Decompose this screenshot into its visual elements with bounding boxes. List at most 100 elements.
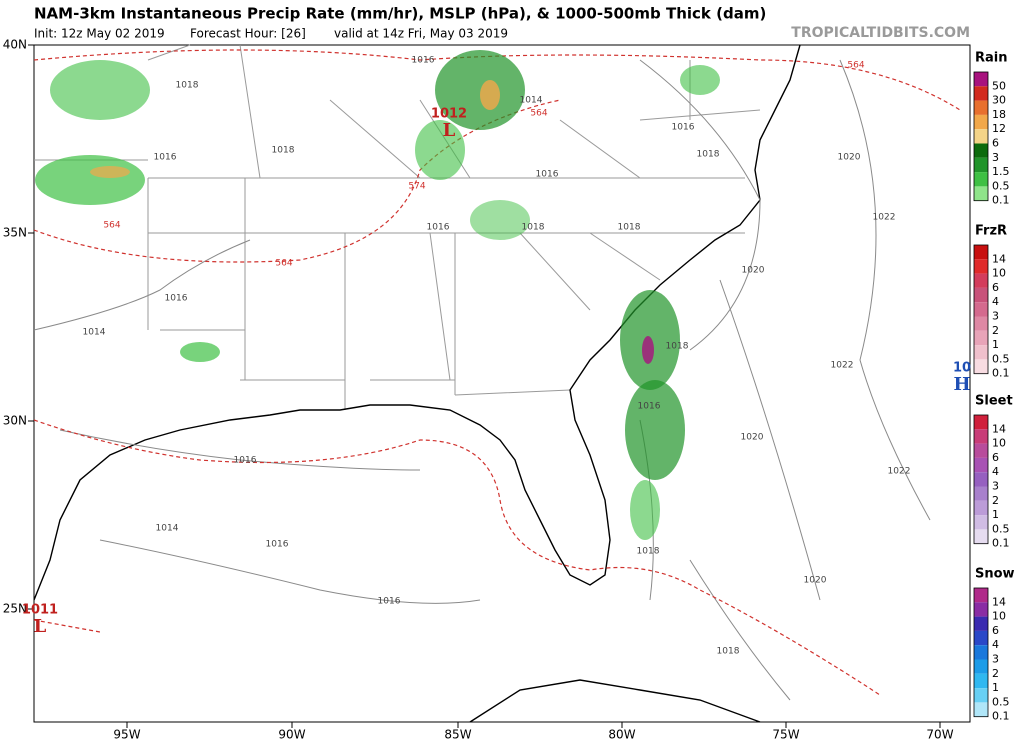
legend-swatch [974, 472, 988, 487]
legend-swatch [974, 486, 988, 501]
isobar-label: 1016 [638, 402, 661, 412]
center-letter: L [34, 616, 47, 637]
isobar-label: 1016 [165, 294, 188, 304]
lon-label: 70W [926, 728, 953, 742]
lon-label: 90W [278, 728, 305, 742]
legend-title: Snow [975, 567, 1015, 582]
source: TROPICALTIDBITS.COM [791, 25, 970, 41]
map-frame [33, 44, 971, 723]
isobar-label: 1018 [522, 223, 545, 233]
isobar-label: 1016 [378, 597, 401, 607]
legend-level: 4 [992, 295, 999, 308]
isobar-label: 1018 [717, 647, 740, 657]
legend-swatch [974, 186, 988, 201]
legend-level: 3 [992, 480, 999, 493]
legend-level: 0.5 [992, 695, 1010, 708]
legend-swatch [974, 457, 988, 473]
center-pressure: 1011 [22, 603, 58, 618]
thickness-label: 564 [530, 109, 547, 119]
legend-frame [973, 414, 989, 545]
legend-title: Rain [975, 51, 1008, 66]
legend-level: 0.1 [992, 537, 1010, 550]
legend-swatch [974, 602, 988, 617]
lat-label: 25N [3, 602, 27, 616]
isobar-label: 1018 [666, 342, 689, 352]
legend-level: 14 [992, 422, 1006, 435]
legend-level: 14 [992, 252, 1006, 265]
legend-swatch [974, 287, 988, 303]
center-pressure: 1012 [431, 107, 467, 122]
legend-swatch [974, 143, 988, 158]
legend-swatch [974, 114, 988, 130]
legend-level: 0.5 [992, 179, 1010, 192]
legend-level: 1 [992, 508, 999, 521]
legend-level: 0.5 [992, 352, 1010, 365]
legend-swatch [974, 443, 988, 458]
legend-level: 6 [992, 451, 999, 464]
legend-swatch [974, 72, 988, 87]
lat-label: 35N [3, 226, 27, 240]
lat-label: 40N [3, 38, 27, 52]
valid-time: valid at 14z Fri, May 03 2019 [334, 27, 508, 41]
legend-level: 2 [992, 494, 999, 507]
legend-swatch [974, 659, 988, 674]
isobar-label: 1018 [637, 547, 660, 557]
legend-level: 10 [992, 610, 1006, 623]
isobar-label: 1022 [888, 467, 911, 477]
legend-swatch [974, 688, 988, 703]
legend-swatch [974, 630, 988, 646]
precip [35, 50, 720, 540]
legend-level: 10 [992, 267, 1006, 280]
legend-swatch [974, 529, 988, 544]
isobar-label: 1018 [697, 150, 720, 160]
isobar-label: 1018 [272, 146, 295, 156]
legend-level: 1 [992, 338, 999, 351]
thickness-label: 574 [408, 182, 425, 192]
isobar-label: 1020 [742, 266, 765, 276]
isobar-label: 1016 [536, 170, 559, 180]
legend-swatch [974, 515, 988, 530]
center-letter: L [443, 120, 456, 141]
legend-swatch [974, 157, 988, 173]
legend-swatch [974, 702, 988, 717]
isobar-label: 1016 [154, 153, 177, 163]
legend-level: 12 [992, 122, 1006, 135]
isobar-label: 1016 [234, 456, 257, 466]
legend-frame [973, 244, 989, 375]
legend-swatch [974, 588, 988, 603]
legend-level: 4 [992, 465, 999, 478]
title: NAM-3km Instantaneous Precip Rate (mm/hr… [34, 5, 766, 23]
isobar-label: 1014 [520, 96, 543, 106]
isobar-label: 1020 [741, 433, 764, 443]
center-letter: H [953, 374, 970, 395]
legend-title: FrzR [975, 224, 1007, 239]
legend-level: 0.5 [992, 522, 1010, 535]
coastline [33, 44, 801, 723]
isobar-label: 1016 [672, 123, 695, 133]
legend-level: 50 [992, 79, 1006, 92]
legend-level: 1.5 [992, 165, 1010, 178]
legend-swatch [974, 302, 988, 317]
legend-level: 0.1 [992, 710, 1010, 723]
legend-level: 2 [992, 667, 999, 680]
legend-swatch [974, 500, 988, 516]
legend-frame [973, 587, 989, 718]
forecast-hour: Forecast Hour: [26] [190, 27, 306, 41]
legend-frame [973, 71, 989, 202]
legend-level: 1 [992, 681, 999, 694]
legend-swatch [974, 86, 988, 101]
legend-level: 18 [992, 108, 1006, 121]
isobar-label: 1020 [838, 153, 861, 163]
legend-swatch [974, 273, 988, 288]
lat-label: 30N [3, 414, 27, 428]
isobar-label: 1014 [156, 524, 179, 534]
legend-level: 4 [992, 638, 999, 651]
isobar-label: 1016 [266, 540, 289, 550]
init: Init: 12z May 02 2019 [34, 27, 165, 41]
legend-swatch [974, 330, 988, 346]
legend-swatch [974, 415, 988, 430]
legend-swatch [974, 129, 988, 144]
legend-level: 0.1 [992, 367, 1010, 380]
